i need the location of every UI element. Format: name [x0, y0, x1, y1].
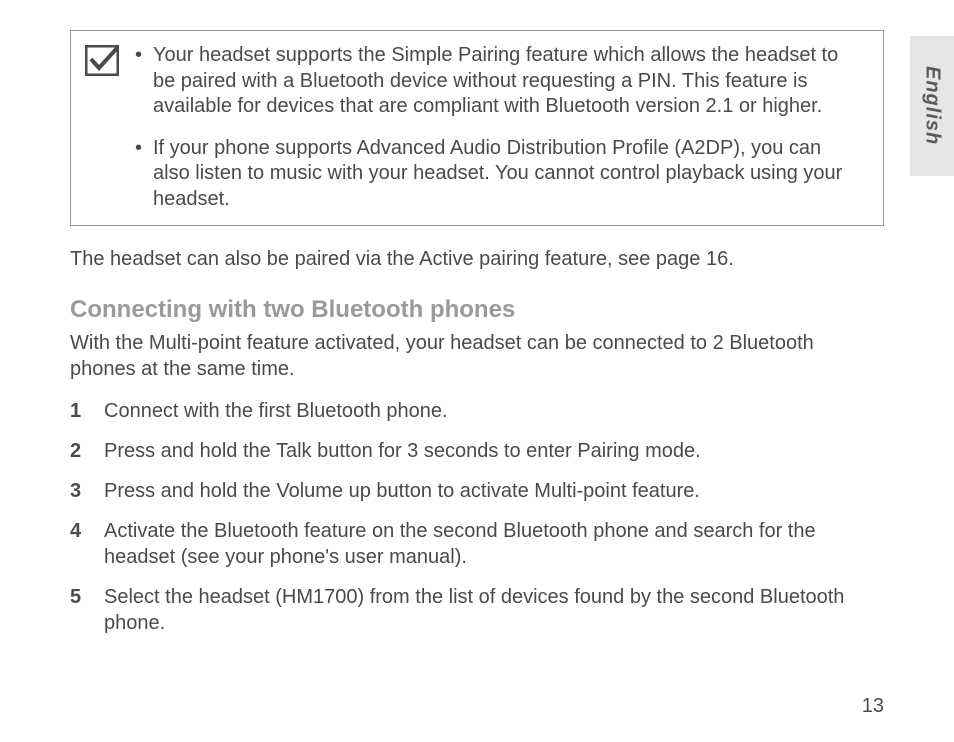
- language-label: English: [921, 66, 944, 145]
- step-item: Select the headset (HM1700) from the lis…: [70, 584, 884, 636]
- step-item: Connect with the first Bluetooth phone.: [70, 398, 884, 424]
- step-item: Press and hold the Talk button for 3 sec…: [70, 438, 884, 464]
- note-item: Your headset supports the Simple Pairing…: [135, 43, 863, 120]
- steps-list: Connect with the first Bluetooth phone. …: [70, 398, 884, 636]
- note-box: Your headset supports the Simple Pairing…: [70, 30, 884, 226]
- step-item: Press and hold the Volume up button to a…: [70, 478, 884, 504]
- note-list: Your headset supports the Simple Pairing…: [135, 43, 863, 213]
- note-item: If your phone supports Advanced Audio Di…: [135, 136, 863, 213]
- checkmark-icon: [85, 45, 119, 76]
- section-intro: With the Multi-point feature activated, …: [70, 330, 884, 382]
- section-heading: Connecting with two Bluetooth phones: [70, 296, 884, 324]
- step-item: Activate the Bluetooth feature on the se…: [70, 518, 884, 570]
- active-pairing-text: The headset can also be paired via the A…: [70, 246, 884, 272]
- language-tab: English: [910, 36, 954, 176]
- page-number: 13: [862, 695, 884, 718]
